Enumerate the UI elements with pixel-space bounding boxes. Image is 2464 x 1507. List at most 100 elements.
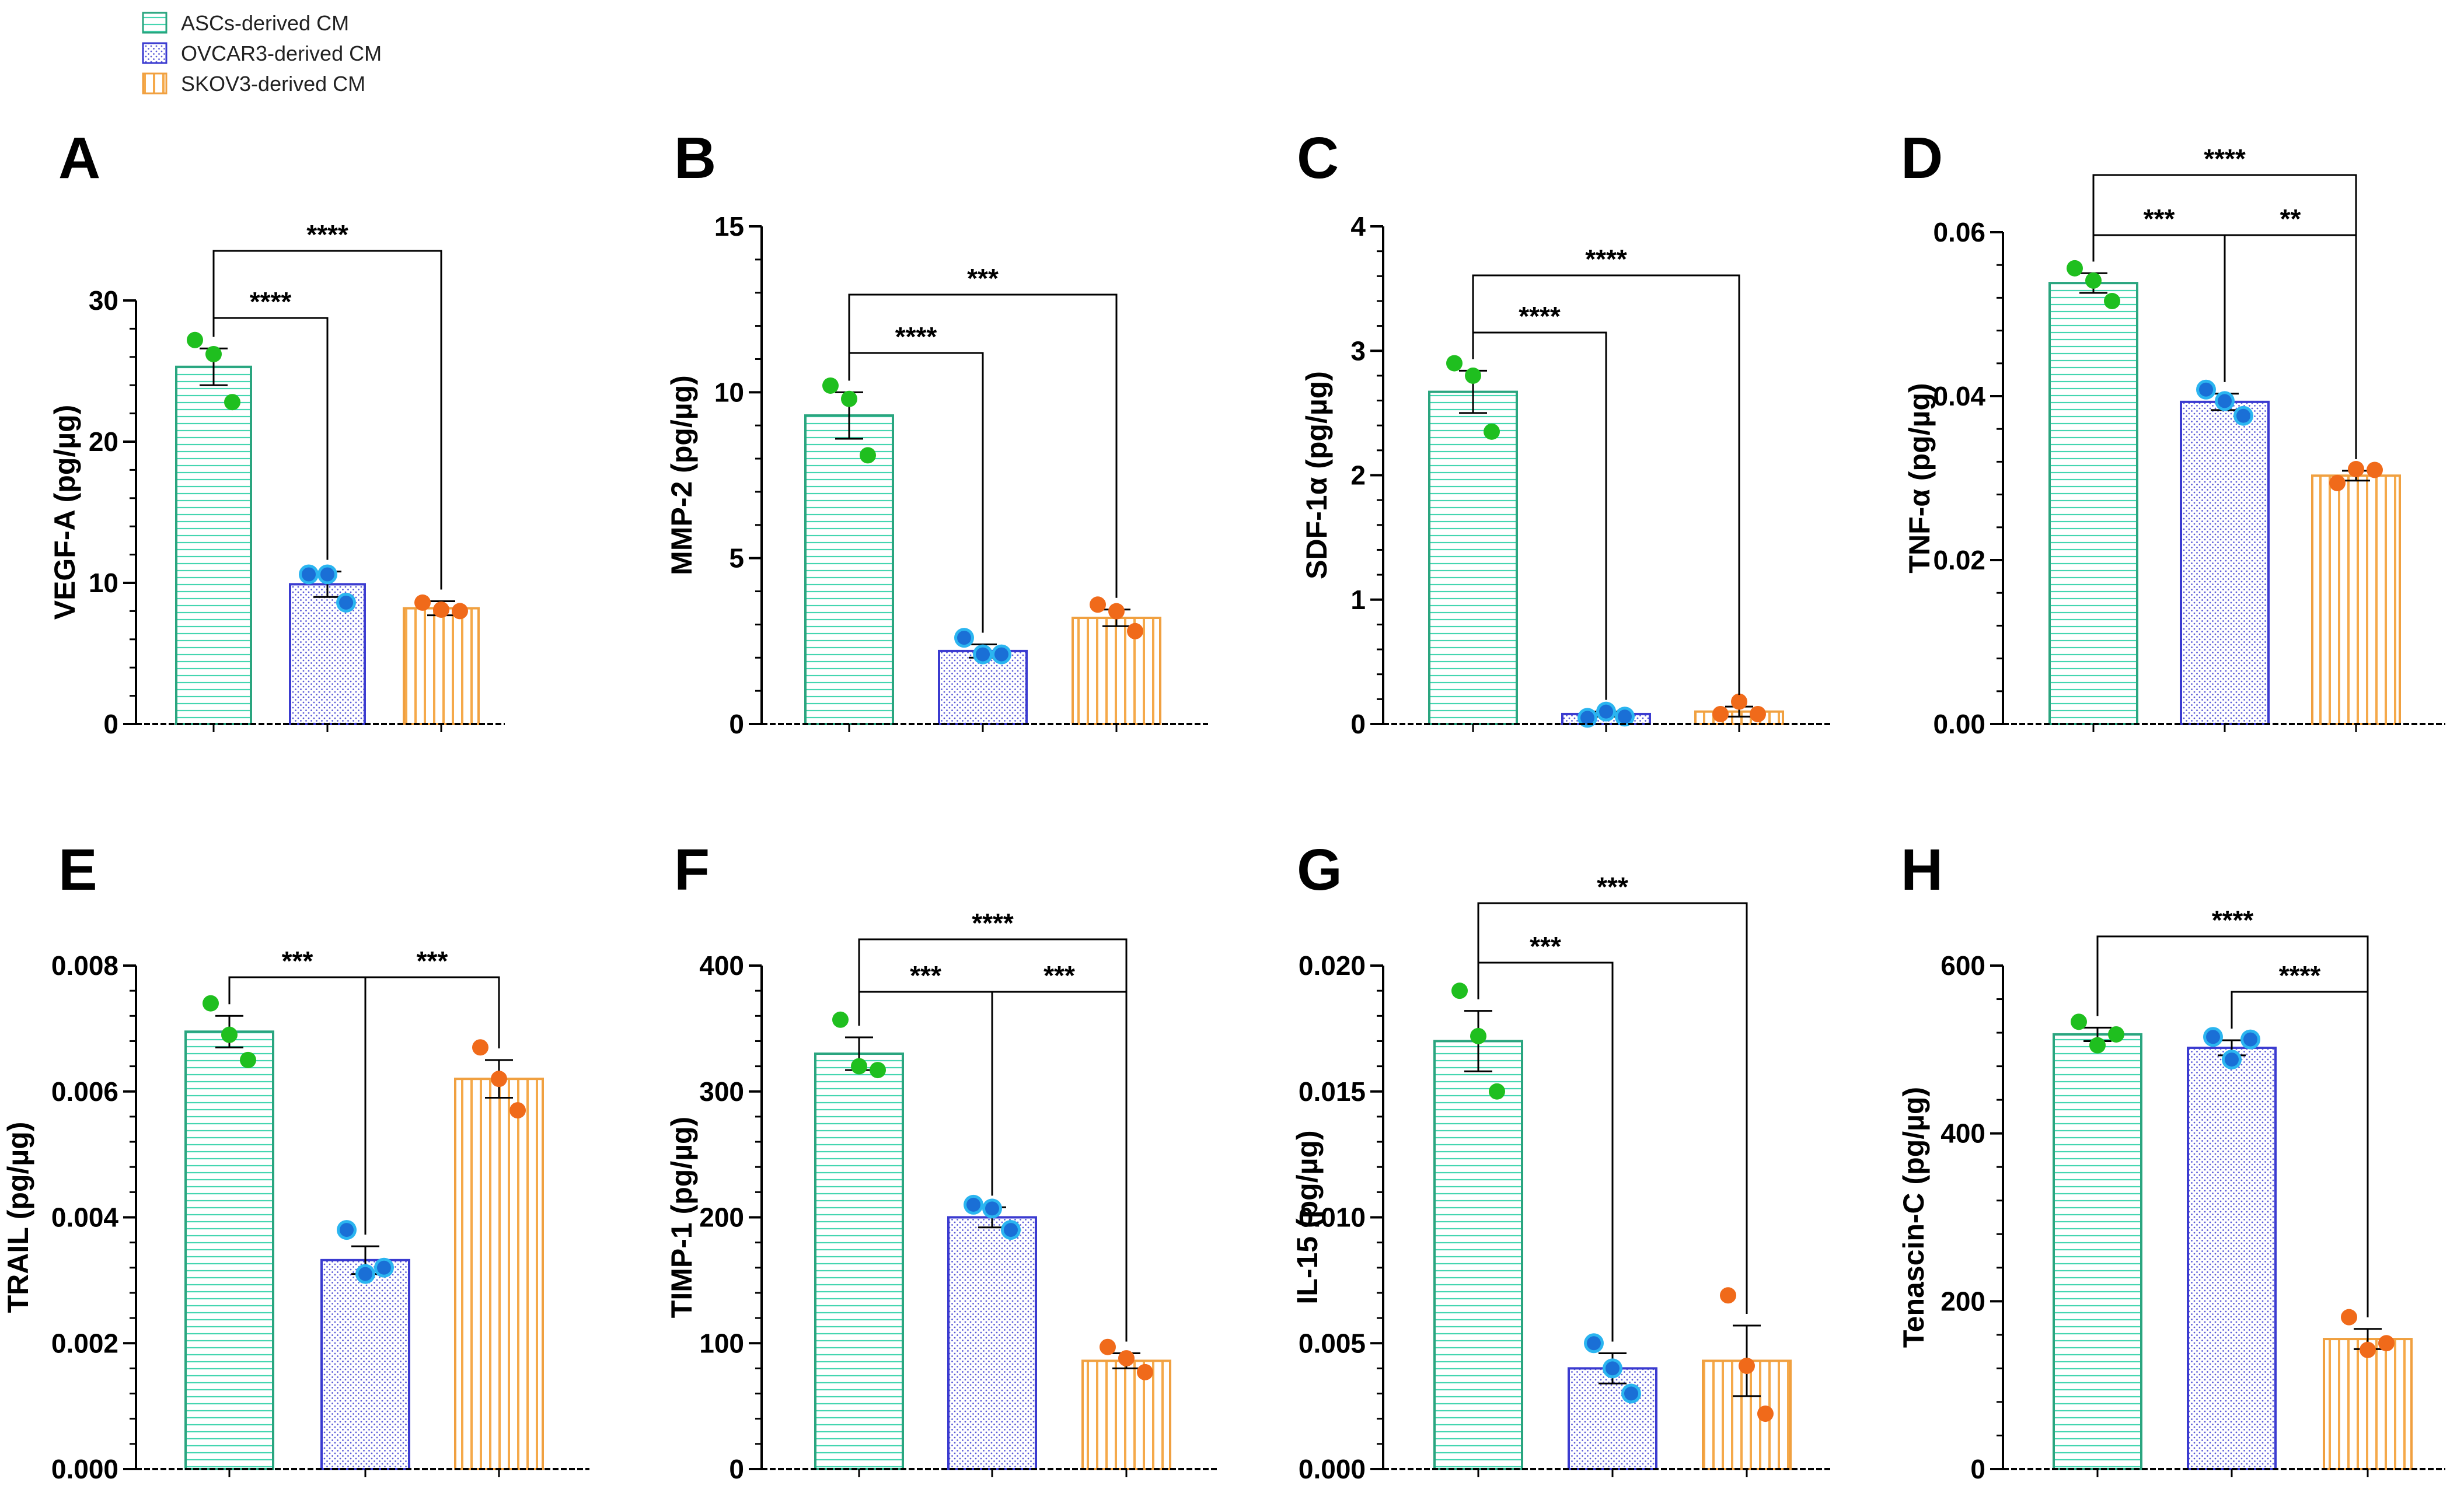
- y-tick-label: 0: [103, 709, 118, 739]
- panel-a: A 0 10 20 30 VEGF-A (pg/µg) **** ****: [48, 125, 505, 739]
- data-point: [2067, 260, 2083, 277]
- data-point-core: [1624, 1386, 1638, 1401]
- significance-label: ****: [895, 321, 937, 352]
- data-point-core: [1587, 1336, 1601, 1351]
- data-point: [1484, 423, 1500, 440]
- y-tick-label: 0.02: [1933, 545, 1985, 575]
- data-point-core: [2236, 408, 2250, 423]
- data-point-core: [994, 647, 1008, 662]
- significance-label: ****: [1519, 301, 1561, 331]
- y-axis-label: TRAIL (pg/µg): [2, 1122, 34, 1313]
- y-tick-label: 0.020: [1299, 950, 1366, 981]
- y-axis-label: SDF-1α (pg/µg): [1300, 371, 1333, 579]
- significance-label: ***: [1530, 931, 1561, 961]
- legend: ASCs-derived CM OVCAR3-derived CM SKOV3-…: [142, 11, 382, 96]
- legend-swatch-skov3: [142, 72, 167, 95]
- data-point: [2071, 1013, 2087, 1030]
- data-point: [1127, 623, 1143, 639]
- bar-f-3: [1081, 1359, 1171, 1471]
- data-point: [2108, 1026, 2124, 1043]
- data-point: [841, 390, 857, 407]
- data-point: [832, 1011, 849, 1028]
- data-point: [187, 331, 203, 348]
- y-tick-label: 0: [1350, 709, 1366, 739]
- data-point-core: [957, 631, 971, 645]
- bar-b-3: [1072, 617, 1161, 725]
- data-point: [491, 1071, 507, 1088]
- y-tick-label: 30: [89, 285, 118, 316]
- data-point: [822, 377, 839, 394]
- significance-bracket: [1477, 902, 1748, 1314]
- bar-d-2: [2180, 400, 2270, 725]
- data-point-core: [377, 1260, 391, 1275]
- data-point: [452, 603, 468, 620]
- significance-label: ****: [306, 219, 348, 250]
- significance-label: ****: [2212, 905, 2254, 935]
- y-axis-label: IL-15 (pg/µg): [1291, 1130, 1324, 1304]
- y-tick-label: 3: [1350, 335, 1366, 366]
- panel-letter: G: [1297, 837, 1342, 903]
- panel-letter: H: [1901, 837, 1943, 903]
- bar-g-2: [1568, 1367, 1657, 1470]
- bar-e-2: [320, 1258, 410, 1470]
- bar-f-1: [814, 1053, 904, 1470]
- legend-item-skov3: SKOV3-derived CM: [142, 72, 365, 96]
- y-tick-label: 0.06: [1933, 217, 1985, 247]
- y-tick-label: 5: [729, 543, 744, 574]
- data-point-core: [966, 1197, 980, 1212]
- y-tick-label: 10: [89, 568, 118, 598]
- significance-label: **: [2280, 204, 2301, 234]
- significance-bracket: [848, 293, 1118, 598]
- panel-c: C 0 1 2 3 4 SDF-1α (pg/µg) **** ****: [1297, 125, 1833, 739]
- data-point: [1090, 596, 1106, 613]
- data-point: [870, 1062, 886, 1079]
- y-tick-label: 0: [729, 1454, 744, 1484]
- data-point: [414, 594, 431, 611]
- data-point: [2367, 461, 2383, 478]
- data-point-core: [1004, 1223, 1018, 1237]
- y-axis-label: MMP-2 (pg/µg): [665, 375, 698, 575]
- legend-label-ovcar3: OVCAR3-derived CM: [181, 41, 382, 65]
- y-tick-label: 10: [714, 377, 744, 407]
- data-point: [1739, 1358, 1755, 1375]
- data-point: [1489, 1083, 1505, 1100]
- data-point: [1137, 1363, 1153, 1380]
- bar-d-1: [2048, 282, 2138, 725]
- data-point: [2329, 474, 2346, 491]
- y-tick-label: 0.004: [51, 1202, 119, 1233]
- data-point-core: [320, 567, 334, 582]
- y-tick-label: 200: [699, 1202, 744, 1233]
- bar-g-1: [1433, 1040, 1523, 1470]
- significance-label: ***: [417, 946, 448, 976]
- data-point-core: [340, 1223, 354, 1237]
- data-point: [1451, 982, 1468, 999]
- data-point-core: [339, 595, 353, 610]
- y-tick-label: 0.000: [1299, 1454, 1366, 1484]
- data-point-core: [358, 1267, 372, 1281]
- data-point: [1470, 1027, 1486, 1044]
- significance-label: ***: [910, 960, 941, 991]
- bar-f-2: [947, 1216, 1037, 1470]
- data-point: [509, 1102, 526, 1119]
- data-point: [1108, 603, 1125, 620]
- y-tick-label: 20: [89, 426, 118, 457]
- bar-h-3: [2323, 1338, 2413, 1471]
- y-tick-label: 4: [1350, 211, 1366, 242]
- significance-label: ***: [1597, 872, 1628, 902]
- y-tick-label: 0.008: [51, 950, 118, 981]
- data-point: [2378, 1335, 2395, 1352]
- significance-bracket: [1472, 274, 1740, 695]
- y-axis-label: TIMP-1 (pg/µg): [665, 1117, 698, 1318]
- bracket-line: [364, 976, 500, 1235]
- legend-label-ascs: ASCs-derived CM: [181, 11, 349, 35]
- data-point-core: [1599, 704, 1613, 719]
- data-point: [1118, 1350, 1135, 1367]
- significance-bracket: [2092, 174, 2357, 459]
- significance-label: ***: [2144, 204, 2175, 234]
- data-point: [2341, 1309, 2357, 1326]
- y-tick-label: 0.00: [1933, 709, 1985, 739]
- bar-e-1: [184, 1030, 274, 1471]
- y-tick-label: 400: [699, 950, 744, 981]
